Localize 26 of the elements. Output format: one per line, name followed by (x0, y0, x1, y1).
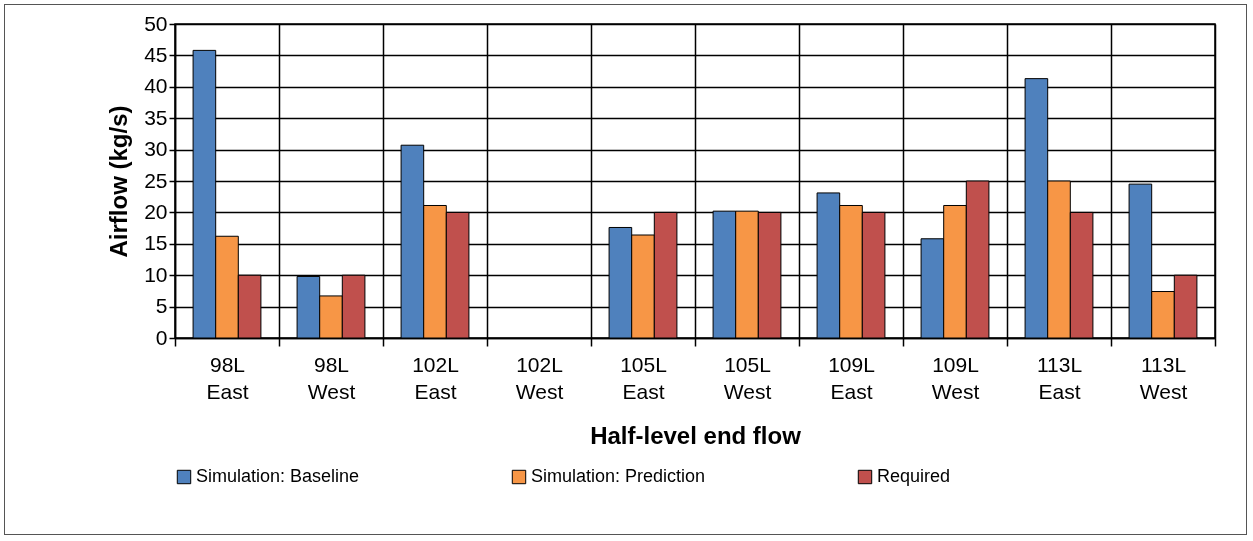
x-tick-label: 102L West (515, 352, 564, 403)
x-tick-label: 102L East (412, 352, 459, 403)
y-tick-label: 25 (144, 168, 168, 192)
x-tick-label: 98L West (307, 352, 356, 403)
x-axis-title: Half-level end flow (590, 421, 802, 449)
y-tick-label: 30 (144, 137, 168, 161)
y-tick-label: 45 (144, 42, 168, 66)
y-tick-label: 0 (155, 325, 168, 349)
y-axis-title: Airflow (kg/s) (105, 105, 133, 258)
y-tick-label: 50 (144, 11, 168, 35)
x-tick-label: 109L East (828, 352, 875, 403)
x-tick-label: 109L West (931, 352, 980, 403)
y-tick-label: 35 (144, 105, 168, 129)
y-tick-label: 5 (155, 294, 168, 318)
legend-label: Simulation: Baseline (196, 466, 360, 486)
x-tick-label: 105L East (620, 352, 667, 403)
y-tick-label: 20 (144, 199, 168, 223)
x-tick-label: 105L West (723, 352, 772, 403)
legend-label: Required (877, 466, 951, 486)
x-tick-label: 113L East (1036, 352, 1083, 403)
legend-label: Simulation: Prediction (531, 466, 706, 486)
y-tick-label: 10 (144, 262, 168, 286)
x-tick-label: 98L East (206, 352, 249, 403)
x-tick-label: 113L West (1139, 352, 1188, 403)
y-tick-label: 15 (144, 231, 168, 255)
y-tick-label: 40 (144, 74, 168, 98)
